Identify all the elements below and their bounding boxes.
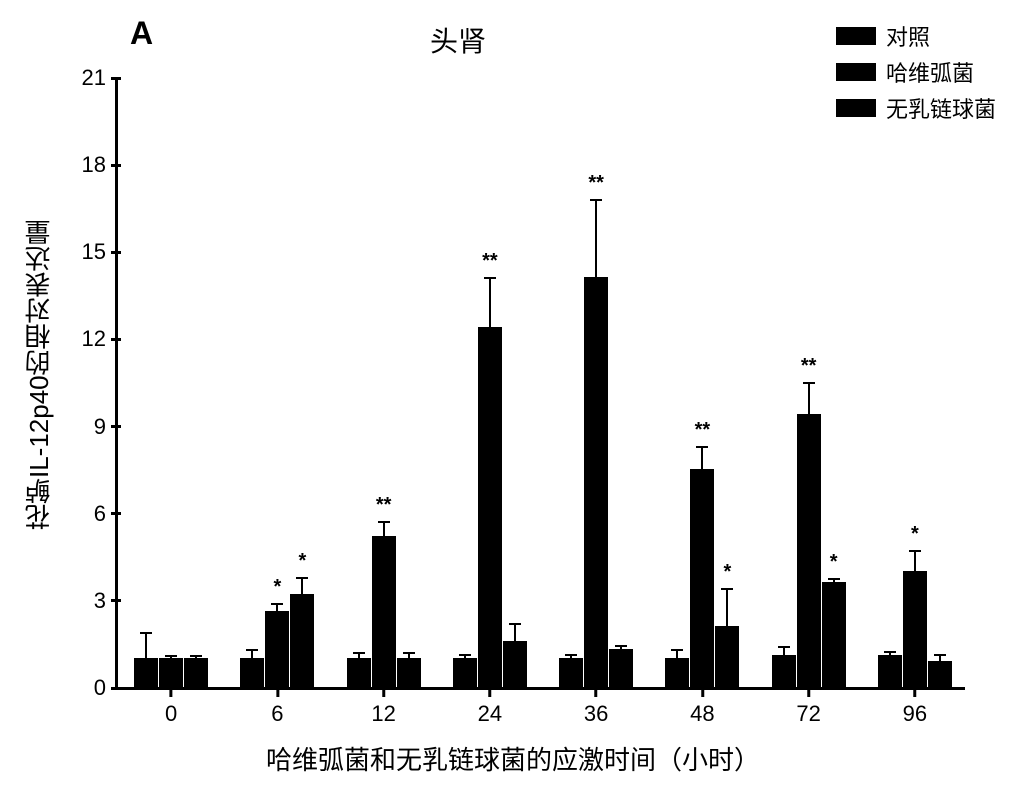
legend-swatch bbox=[836, 27, 876, 45]
bar bbox=[240, 658, 264, 687]
error-bar bbox=[595, 199, 597, 277]
x-tick: 12 bbox=[371, 687, 395, 727]
error-bar bbox=[251, 649, 253, 658]
legend-item-control: 对照 bbox=[836, 20, 996, 52]
y-tick: 12 bbox=[82, 326, 118, 352]
chart-title: 头肾 bbox=[430, 20, 486, 60]
error-bar bbox=[808, 382, 810, 414]
y-tick: 6 bbox=[94, 501, 118, 527]
chart-container: A 头肾 对照 哈维弧菌 无乳链球菌 花鲈IL-12p40的相对表达量 0369… bbox=[0, 0, 1026, 799]
bar bbox=[928, 661, 952, 687]
y-tick: 21 bbox=[82, 65, 118, 91]
y-tick: 9 bbox=[94, 414, 118, 440]
bar-group: *** bbox=[665, 469, 739, 687]
significance-marker: * bbox=[723, 561, 731, 584]
significance-marker: ** bbox=[482, 250, 498, 273]
significance-marker: ** bbox=[588, 172, 604, 195]
bar: ** bbox=[372, 536, 396, 687]
x-axis-label: 哈维弧菌和无乳链球菌的应激时间（小时） bbox=[0, 740, 1026, 777]
significance-marker: ** bbox=[376, 494, 392, 517]
bar-group: ** bbox=[559, 277, 633, 687]
bar-group: ** bbox=[453, 327, 527, 687]
error-bar bbox=[276, 603, 278, 612]
error-bar bbox=[195, 655, 197, 658]
bar: * bbox=[715, 626, 739, 687]
error-bar bbox=[939, 654, 941, 661]
x-tick: 6 bbox=[271, 687, 283, 727]
error-bar bbox=[408, 652, 410, 658]
bar bbox=[772, 655, 796, 687]
bar: * bbox=[903, 571, 927, 687]
bar: ** bbox=[584, 277, 608, 687]
significance-marker: ** bbox=[695, 419, 711, 442]
error-bar bbox=[833, 578, 835, 582]
bar: ** bbox=[478, 327, 502, 687]
x-tick: 0 bbox=[165, 687, 177, 727]
bar bbox=[665, 658, 689, 687]
bar: ** bbox=[690, 469, 714, 687]
legend-label: 对照 bbox=[886, 20, 930, 52]
panel-label: A bbox=[130, 15, 153, 52]
x-tick: 24 bbox=[478, 687, 502, 727]
bar bbox=[559, 658, 583, 687]
bar: * bbox=[265, 611, 289, 687]
error-bar bbox=[301, 577, 303, 594]
error-bar bbox=[701, 446, 703, 469]
error-bar bbox=[170, 655, 172, 658]
x-tick: 72 bbox=[796, 687, 820, 727]
bar: ** bbox=[797, 414, 821, 687]
bar-group: *** bbox=[772, 414, 846, 687]
bar bbox=[503, 641, 527, 687]
bar bbox=[184, 658, 208, 687]
bar-group: ** bbox=[240, 594, 314, 687]
error-bar bbox=[914, 550, 916, 570]
x-tick: 48 bbox=[690, 687, 714, 727]
significance-marker: * bbox=[830, 551, 838, 574]
y-tick: 18 bbox=[82, 152, 118, 178]
error-bar bbox=[464, 654, 466, 658]
significance-marker: ** bbox=[801, 355, 817, 378]
x-tick: 36 bbox=[584, 687, 608, 727]
error-bar bbox=[676, 649, 678, 658]
y-tick: 3 bbox=[94, 588, 118, 614]
plot-area: 03691215182106**12**24**36**48***72***96… bbox=[115, 80, 965, 690]
bar bbox=[878, 655, 902, 687]
bar-group: ** bbox=[347, 536, 421, 687]
bar bbox=[347, 658, 371, 687]
bar-group: * bbox=[878, 571, 952, 687]
bar: * bbox=[822, 582, 846, 687]
bar bbox=[159, 658, 183, 687]
bar bbox=[453, 658, 477, 687]
error-bar bbox=[620, 645, 622, 649]
x-tick: 96 bbox=[903, 687, 927, 727]
error-bar bbox=[358, 652, 360, 658]
error-bar bbox=[514, 623, 516, 640]
legend-swatch bbox=[836, 63, 876, 81]
bar bbox=[397, 658, 421, 687]
bar: * bbox=[290, 594, 314, 687]
bar-group bbox=[134, 658, 208, 687]
error-bar bbox=[570, 654, 572, 658]
error-bar bbox=[383, 521, 385, 536]
error-bar bbox=[145, 632, 147, 658]
y-axis-label: 花鲈IL-12p40的相对表达量 bbox=[20, 150, 57, 600]
error-bar bbox=[783, 646, 785, 655]
bar bbox=[134, 658, 158, 687]
y-tick: 15 bbox=[82, 239, 118, 265]
significance-marker: * bbox=[273, 576, 281, 599]
significance-marker: * bbox=[298, 550, 306, 573]
error-bar bbox=[489, 277, 491, 326]
significance-marker: * bbox=[911, 523, 919, 546]
bar bbox=[609, 649, 633, 687]
error-bar bbox=[889, 651, 891, 655]
error-bar bbox=[726, 588, 728, 626]
y-tick: 0 bbox=[94, 675, 118, 701]
